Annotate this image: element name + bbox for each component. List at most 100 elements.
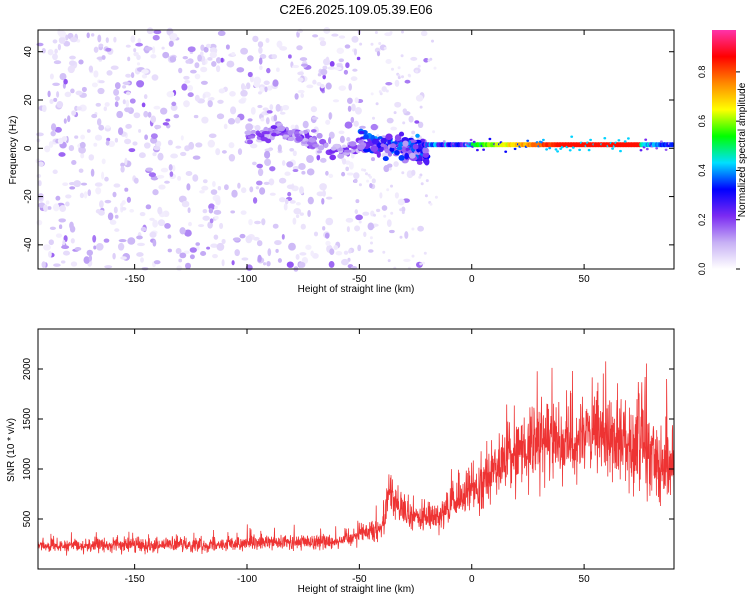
heatmap-cell xyxy=(92,234,97,243)
heatmap-cell xyxy=(201,60,206,66)
heatmap-cell xyxy=(239,233,246,239)
heatmap-cell xyxy=(151,74,159,81)
heatmap-cell xyxy=(140,226,147,232)
heatmap-cell xyxy=(332,99,340,103)
heatmap-cell xyxy=(376,142,382,149)
colorbar-ticks: 0.0 0.2 0.4 0.6 0.8 xyxy=(697,66,740,275)
heatmap-cell xyxy=(284,171,291,176)
heatmap-y-axis-label: Frequency (Hz) xyxy=(8,116,19,185)
heatmap-cell xyxy=(65,201,70,207)
heatmap-cell xyxy=(63,118,67,124)
heatmap-cell xyxy=(348,249,352,254)
heatmap-cell xyxy=(257,254,262,263)
snr-x-tick-label: -100 xyxy=(237,574,257,585)
heatmap-cell xyxy=(356,56,361,61)
heatmap-cell xyxy=(183,100,190,108)
heatmap-cell xyxy=(80,152,85,159)
heatmap-cell xyxy=(353,120,359,127)
heatmap-cell xyxy=(264,86,268,93)
heatmap-cell xyxy=(390,126,398,131)
heatmap-cell xyxy=(325,119,331,125)
heatmap-cell xyxy=(113,36,117,43)
heatmap-cell xyxy=(125,91,131,96)
heatmap-cell xyxy=(221,238,226,244)
heatmap-cell xyxy=(170,153,179,159)
heatmap-cell xyxy=(415,94,424,102)
heatmap-cell xyxy=(137,38,142,44)
heatmap-cell xyxy=(206,246,211,250)
heatmap-cell xyxy=(376,134,380,138)
heatmap-cell xyxy=(195,242,200,246)
heatmap-cell xyxy=(286,261,294,268)
heatmap-cell xyxy=(292,64,300,69)
heatmap-cell xyxy=(272,223,279,229)
heatmap-cell xyxy=(79,141,86,149)
heatmap-cell xyxy=(247,135,256,139)
heatmap-cell xyxy=(194,62,200,69)
heatmap-cell xyxy=(247,71,253,78)
heatmap-cell xyxy=(324,232,330,239)
heatmap-cell xyxy=(71,110,77,116)
heatmap-cell xyxy=(199,190,205,194)
heatmap-cell xyxy=(253,76,262,85)
heatmap-cell xyxy=(120,165,125,173)
snr-x-tick-label: 50 xyxy=(579,574,591,585)
heatmap-cell xyxy=(185,59,191,64)
heatmap-cell xyxy=(554,148,558,151)
heatmap-cell xyxy=(180,135,184,141)
heatmap-cell xyxy=(329,60,335,67)
heatmap-cell xyxy=(411,254,415,258)
heatmap-cell xyxy=(69,221,74,230)
heatmap-cell xyxy=(62,239,66,246)
heatmap-cell xyxy=(297,77,304,82)
heatmap-cell xyxy=(404,79,411,84)
heatmap-cell xyxy=(296,45,303,51)
heatmap-cell xyxy=(256,240,263,247)
heatmap-cell xyxy=(387,259,391,263)
heatmap-cell xyxy=(223,123,228,130)
heatmap-cell xyxy=(328,137,332,145)
heatmap-cell xyxy=(93,70,99,78)
heatmap-cell xyxy=(88,254,93,262)
heatmap-cell xyxy=(578,148,581,152)
heatmap-cell xyxy=(359,125,366,129)
heatmap-cell xyxy=(398,154,405,161)
heatmap-cell xyxy=(124,187,129,192)
heatmap-cell xyxy=(164,222,171,229)
heatmap-cell xyxy=(422,146,429,154)
heatmap-cell xyxy=(167,248,172,253)
heatmap-cell xyxy=(116,110,124,119)
heatmap-cell xyxy=(411,227,415,231)
heatmap-cell xyxy=(335,250,343,256)
heatmap-cell xyxy=(170,104,178,111)
heatmap-cell xyxy=(345,62,350,69)
heatmap-cell xyxy=(208,207,214,214)
heatmap-cell xyxy=(344,44,351,49)
heatmap-cell xyxy=(423,251,427,255)
heatmap-cell xyxy=(41,47,46,54)
heatmap-cell xyxy=(114,137,119,143)
heatmap-cell xyxy=(145,204,152,210)
heatmap-cell xyxy=(59,204,67,213)
heatmap-cell xyxy=(319,183,327,191)
heatmap-cell xyxy=(247,139,252,145)
heatmap-cell xyxy=(197,54,202,62)
heatmap-cell xyxy=(383,46,387,50)
heatmap-cell xyxy=(125,123,132,129)
heatmap-cell xyxy=(114,214,119,219)
heatmap-cell xyxy=(245,82,251,90)
heatmap-cell xyxy=(202,208,208,214)
heatmap-cell xyxy=(420,182,424,186)
heatmap-cell xyxy=(249,143,258,149)
heatmap-cell xyxy=(385,133,393,141)
heatmap-cell xyxy=(161,46,165,50)
heatmap-cell xyxy=(393,161,399,167)
heatmap-cell xyxy=(488,137,492,141)
heatmap-cell xyxy=(169,32,178,40)
heatmap-cell xyxy=(103,106,108,112)
heatmap-cell xyxy=(178,258,183,263)
heatmap-cell xyxy=(90,168,95,177)
heatmap-cell xyxy=(209,47,218,54)
heatmap-cell xyxy=(193,114,199,119)
heatmap-cell xyxy=(271,132,277,137)
